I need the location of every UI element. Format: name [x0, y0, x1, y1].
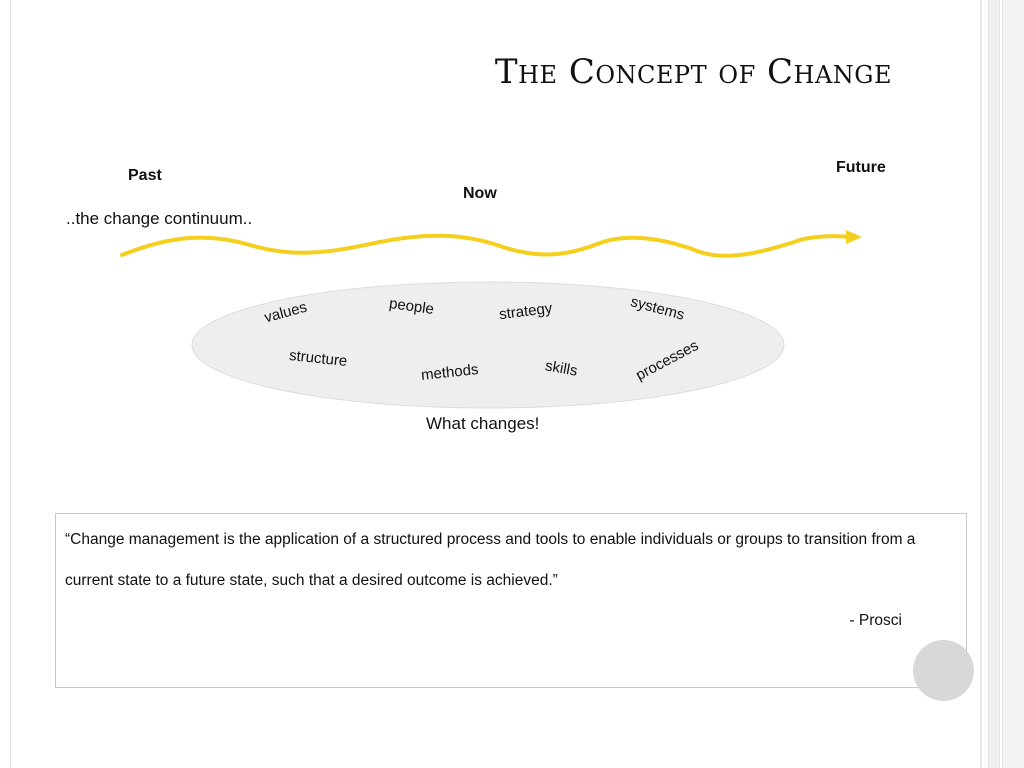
past-label: Past: [128, 167, 162, 184]
continuum-caption: ..the change continuum..: [66, 209, 253, 228]
quote-box: “Change management is the application of…: [55, 513, 967, 688]
quote-attribution: - Prosci: [849, 612, 902, 629]
future-label: Future: [836, 159, 886, 176]
slide-right-strip: [1002, 0, 1024, 768]
slide-right-border: [980, 0, 982, 768]
arrow-head: [846, 230, 862, 244]
changes-caption: What changes!: [426, 414, 540, 433]
slide-nav-button[interactable]: [913, 640, 974, 701]
slide-right-bar: [988, 0, 1000, 768]
quote-line-2: current state to a future state, such th…: [65, 572, 558, 589]
slide-title: The Concept of Change: [494, 52, 892, 92]
change-continuum-arrow: [120, 233, 852, 258]
now-label: Now: [463, 185, 497, 202]
slide-left-border: [10, 0, 11, 768]
changes-ellipse: [191, 281, 785, 409]
quote-line-1: “Change management is the application of…: [65, 531, 916, 548]
